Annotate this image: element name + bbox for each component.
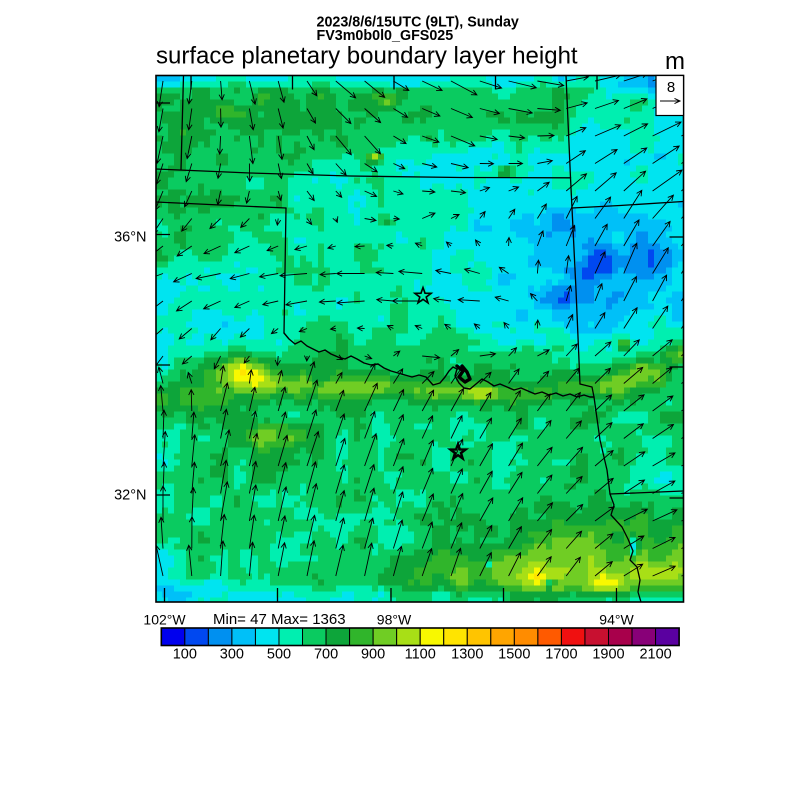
svg-text:m: m [665, 48, 685, 75]
svg-text:100: 100 [173, 646, 197, 662]
svg-text:Min= 47 Max= 1363: Min= 47 Max= 1363 [213, 611, 346, 628]
svg-text:98°W: 98°W [377, 612, 412, 628]
svg-text:700: 700 [314, 646, 338, 662]
svg-text:1100: 1100 [405, 646, 436, 662]
svg-text:1700: 1700 [545, 646, 577, 662]
svg-text:FV3m0b0l0_GFS025: FV3m0b0l0_GFS025 [317, 28, 454, 44]
svg-text:surface planetary boundary lay: surface planetary boundary layer height [156, 43, 578, 70]
svg-text:900: 900 [361, 646, 385, 662]
svg-text:36°N: 36°N [114, 229, 146, 245]
svg-text:1900: 1900 [592, 646, 624, 662]
svg-text:300: 300 [220, 646, 244, 662]
svg-text:2023/8/6/15UTC (9LT), Sunday: 2023/8/6/15UTC (9LT), Sunday [317, 15, 519, 31]
svg-text:1300: 1300 [451, 646, 483, 662]
svg-text:500: 500 [267, 646, 291, 662]
svg-text:2100: 2100 [639, 646, 671, 662]
svg-text:32°N: 32°N [114, 488, 146, 504]
svg-text:102°W: 102°W [143, 612, 186, 628]
svg-text:1500: 1500 [498, 646, 530, 662]
svg-text:94°W: 94°W [599, 612, 634, 628]
svg-text:8: 8 [667, 79, 675, 96]
